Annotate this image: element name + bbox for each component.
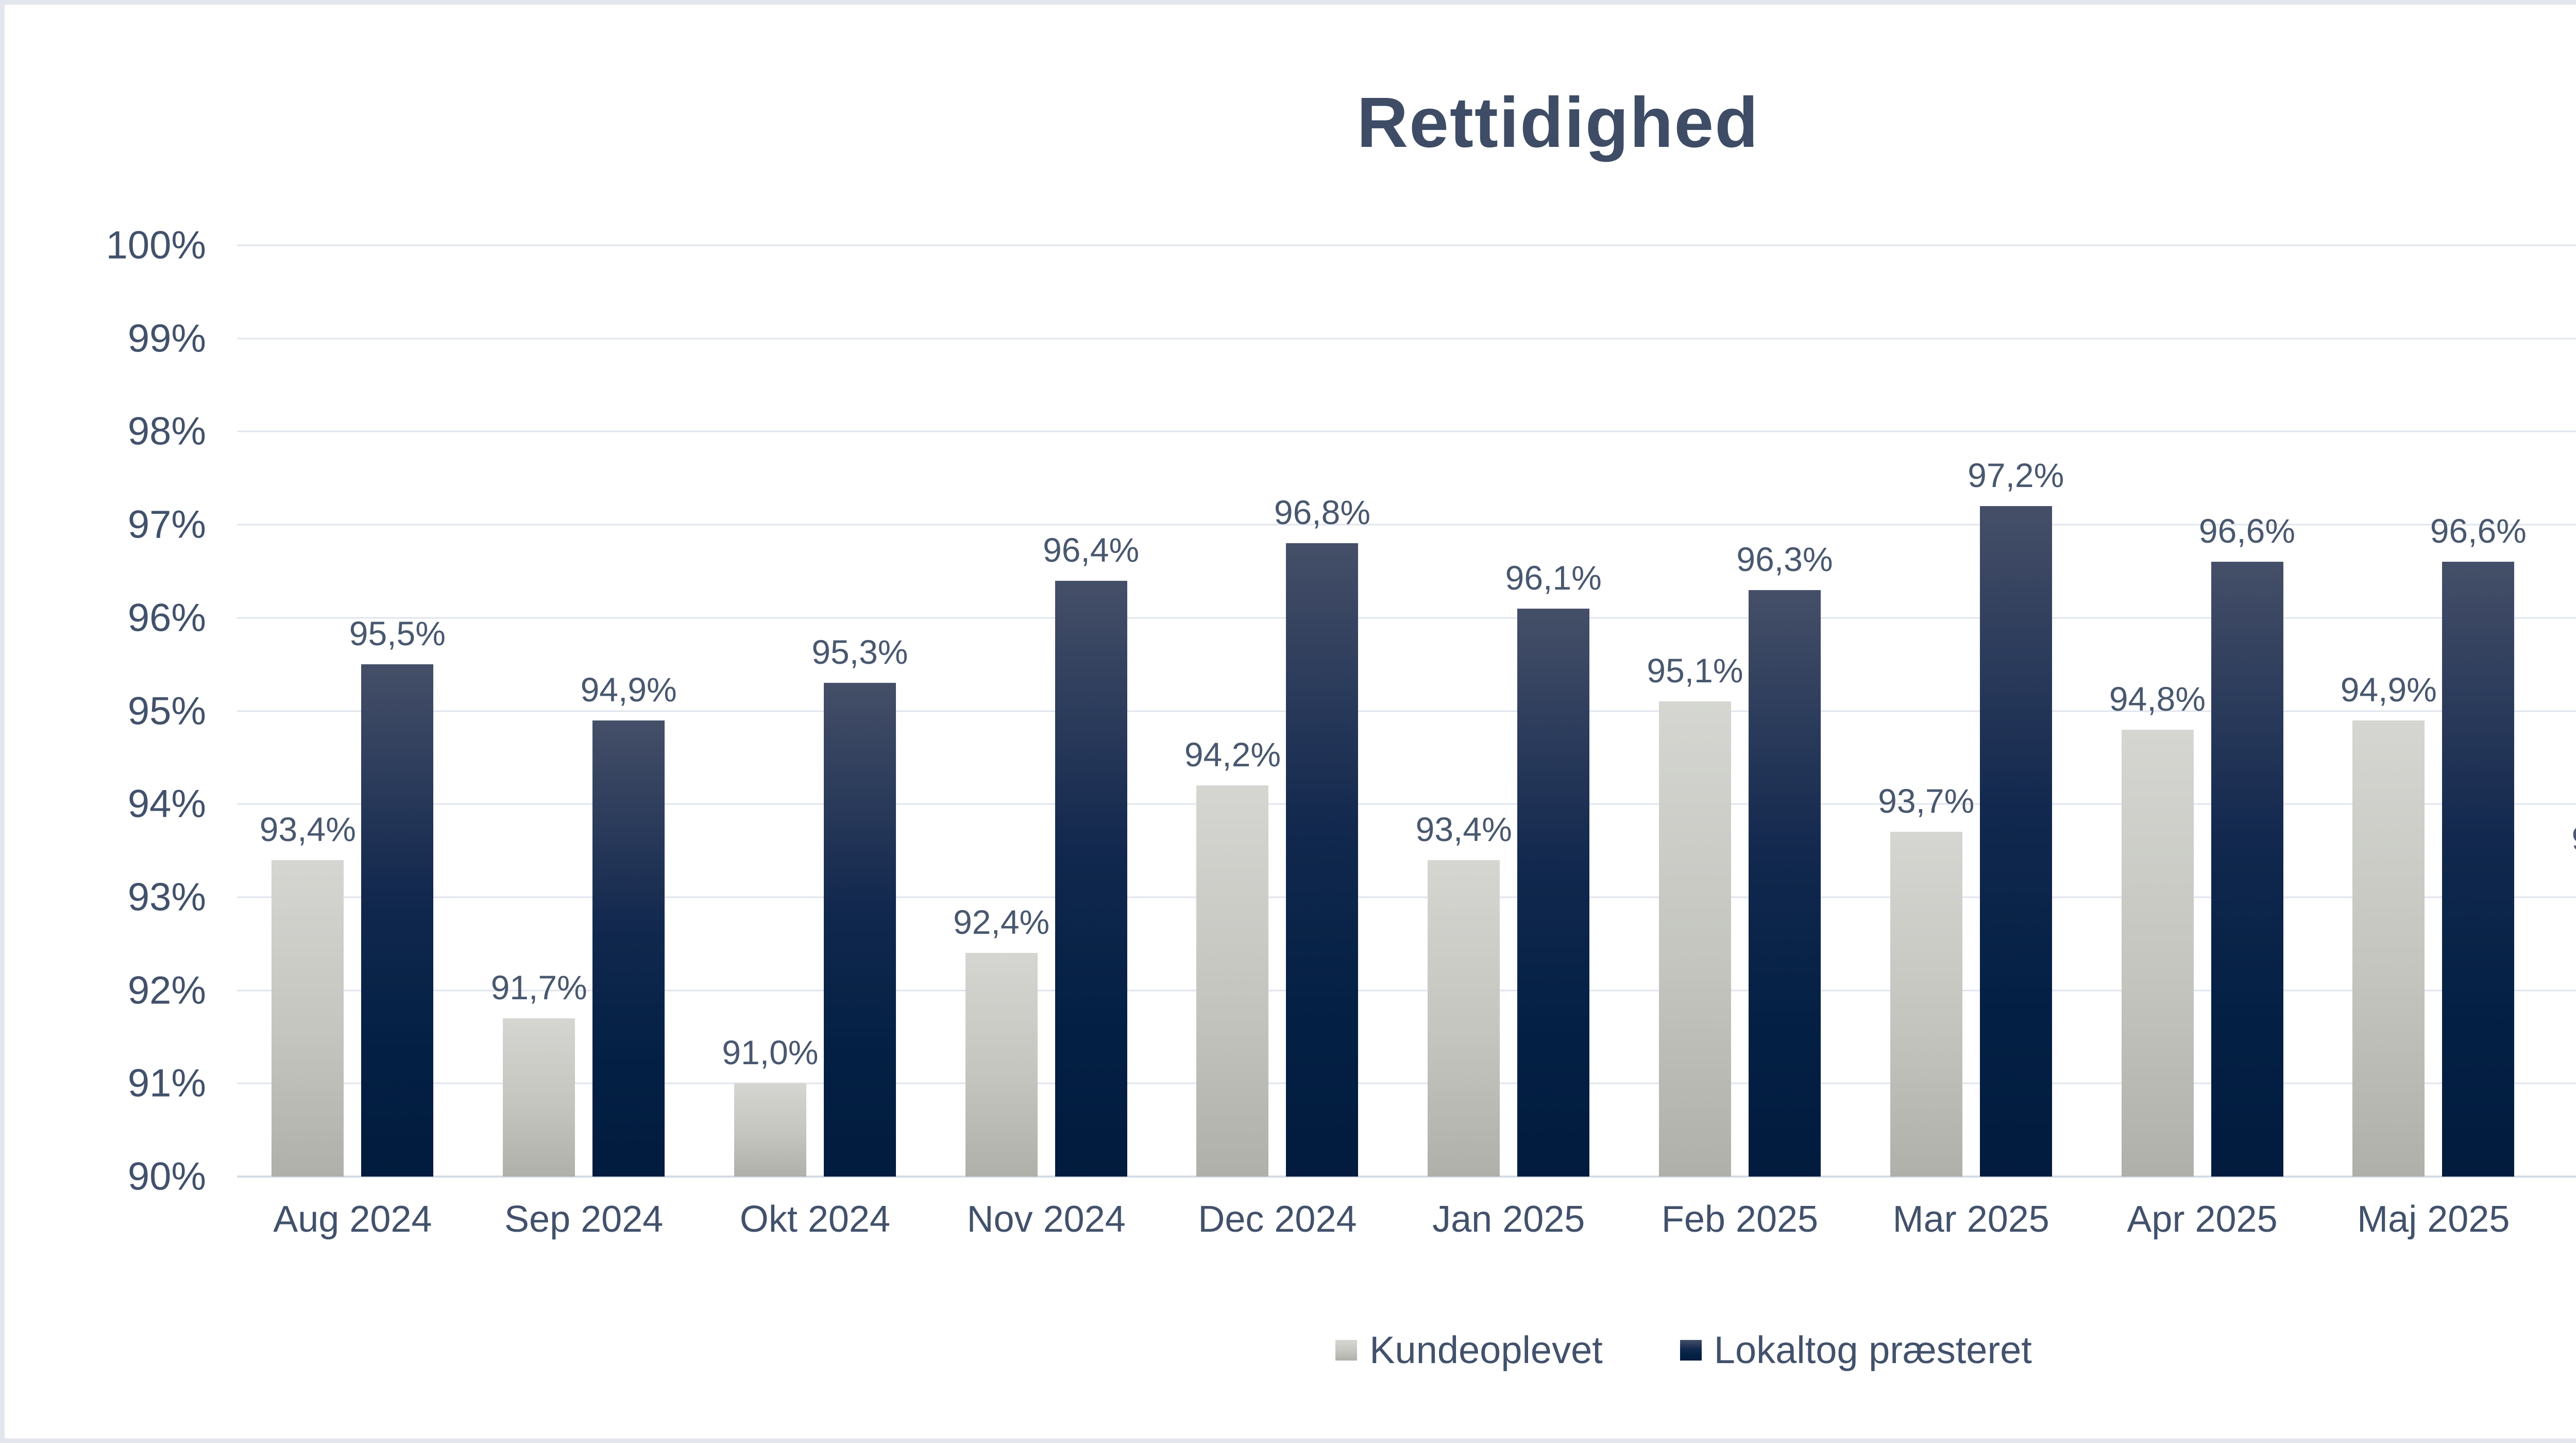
legend-swatch-kundeoplevet (1335, 1339, 1358, 1361)
bar-value-label: 96,4% (1043, 530, 1140, 569)
bar-lokaltog-praesteret: 96,8% (1274, 493, 1370, 1177)
bar-group: 94,8% 96,6% (2087, 245, 2318, 1177)
gridline (237, 430, 2576, 432)
bar-value-label: 94,9% (2340, 670, 2437, 709)
y-tick-label: 98% (127, 409, 206, 454)
chart-title: Rettidighed (1357, 83, 1759, 162)
y-tick-label: 91% (127, 1061, 206, 1105)
x-axis-label: Jun 2025 (2549, 1198, 2576, 1240)
bar-value-label: 92,4% (953, 903, 1050, 942)
bar-value-label: 95,3% (811, 633, 908, 672)
x-axis: Aug 2024 Sep 2024 Okt 2024 Nov 2024 Dec 2024… (237, 1198, 2576, 1240)
bar-group: 94,2% 96,8% (1162, 245, 1393, 1177)
bar-kundeoplevet: 91,7% (491, 968, 587, 1177)
bar-value-label: 96,3% (1736, 540, 1833, 578)
gridline (237, 989, 2576, 992)
bar-groups: 93,4% 95,5% 91,7% 94,9% 91,0% 95,3% 92,4% 96,4%… (237, 245, 2576, 1177)
bar-kundeoplevet: 94,2% (1184, 735, 1281, 1177)
bar-value-label: 93,4% (259, 810, 356, 848)
bar-value-label: 97,2% (1968, 456, 2064, 494)
bar-value-label: 96,6% (2430, 512, 2527, 550)
legend-item-lokaltog-praesteret: Lokaltog præsteret (1680, 1328, 2032, 1372)
y-tick-label: 92% (127, 968, 206, 1013)
x-axis-label: Maj 2025 (2357, 1199, 2510, 1240)
bar-kundeoplevet: 93,7% (1878, 782, 1974, 1177)
bar-group: 93,4% 95,5% (237, 245, 468, 1177)
gridline (237, 617, 2576, 619)
bar-kundeoplevet: 94,9% (2341, 670, 2437, 1177)
y-tick-label: 100% (106, 223, 206, 267)
bar-kundeoplevet: 91,0% (722, 1033, 818, 1177)
bar-kundeoplevet: 95,1% (1647, 651, 1743, 1177)
legend-swatch-lokaltog-praesteret (1680, 1339, 1702, 1361)
bar-value-label: 93,4% (1415, 810, 1512, 848)
y-tick-label: 96% (127, 596, 206, 640)
y-tick-label: 93% (127, 875, 206, 919)
x-axis-label: Feb 2025 (1661, 1199, 1819, 1240)
bar-value-label: 91,0% (722, 1033, 819, 1072)
bar-lokaltog-praesteret: 96,4% (1043, 531, 1139, 1177)
bar-value-label: 94,8% (2109, 679, 2206, 718)
x-axis-label: Aug 2024 (273, 1199, 432, 1240)
bar-value-label: 96,1% (1505, 558, 1602, 597)
x-axis-label: Mar 2025 (1892, 1199, 2049, 1240)
x-axis-line (237, 1176, 2576, 1178)
legend: Kundeoplevet Lokaltog præsteret (5, 1328, 2576, 1372)
x-axis-label: Okt 2024 (739, 1199, 890, 1240)
y-tick-label: 99% (127, 316, 206, 361)
bar-group: 92,4% 96,4% (930, 245, 1162, 1177)
bar-kundeoplevet: 92,4% (953, 903, 1049, 1177)
bar-lokaltog-praesteret: 96,1% (1505, 559, 1602, 1177)
gridline (237, 338, 2576, 340)
bar-lokaltog-praesteret: 95,5% (349, 614, 446, 1177)
bar-lokaltog-praesteret: 97,2% (1968, 456, 2064, 1177)
bar-value-label: 93,3% (2571, 819, 2576, 858)
gridline (237, 803, 2576, 805)
bar-value-label: 95,1% (1647, 651, 1743, 690)
bar-value-label: 94,2% (1184, 735, 1281, 774)
legend-label: Lokaltog præsteret (1714, 1329, 2032, 1371)
x-axis-label: Nov 2024 (967, 1199, 1126, 1240)
legend-item-kundeoplevet: Kundeoplevet (1335, 1328, 1603, 1372)
plot-area: 93,4% 95,5% 91,7% 94,9% 91,0% 95,3% 92,4% 96,4%… (237, 244, 2576, 1178)
bar-kundeoplevet: 93,4% (1416, 810, 1512, 1177)
legend-label: Kundeoplevet (1369, 1329, 1603, 1371)
bar-lokaltog-praesteret: 96,6% (2199, 512, 2295, 1177)
gridline (237, 244, 2576, 246)
bar-group: 93,4% 96,1% (1393, 245, 1624, 1177)
x-axis-label: Dec 2024 (1198, 1199, 1357, 1240)
bar-group: 91,7% 94,9% (468, 245, 700, 1177)
bar-kundeoplevet: 94,8% (2109, 680, 2206, 1177)
bar-value-label: 94,9% (580, 670, 677, 709)
bar-value-label: 96,8% (1274, 493, 1371, 532)
gridline (237, 524, 2576, 526)
bar-lokaltog-praesteret: 96,3% (1736, 540, 1833, 1177)
gridlines (237, 244, 2576, 1178)
x-axis-label: Sep 2024 (504, 1199, 664, 1240)
gridline (237, 1082, 2576, 1084)
bar-value-label: 96,6% (2198, 512, 2296, 550)
bar-group: 95,1% 96,3% (1624, 245, 1856, 1177)
x-axis-label: Jan 2025 (1432, 1199, 1585, 1240)
gridline (237, 896, 2576, 898)
gridline (237, 710, 2576, 712)
bar-value-label: 95,5% (349, 614, 446, 653)
bar-value-label: 93,7% (1878, 782, 1975, 820)
y-tick-label: 97% (127, 502, 206, 547)
bar-lokaltog-praesteret: 95,3% (811, 633, 908, 1177)
bar-group: 93,3%95,3% (2549, 245, 2576, 1177)
y-tick-label: 90% (127, 1154, 206, 1199)
bar-lokaltog-praesteret: 94,9% (581, 670, 677, 1177)
bar-kundeoplevet: 93,4% (260, 810, 356, 1177)
y-tick-label: 94% (127, 782, 206, 826)
x-axis-label: Apr 2025 (2127, 1199, 2278, 1240)
bar-group: 91,0% 95,3% (700, 245, 931, 1177)
bar-group: 94,9% 96,6% (2318, 245, 2549, 1177)
bar-group: 93,7% 97,2% (1855, 245, 2087, 1177)
y-axis: 100% 99% 98% 97% 96% 95% 94% 93% 92% 91% 90% (5, 224, 206, 1199)
bar-value-label: 91,7% (490, 968, 587, 1006)
y-tick-label: 95% (127, 689, 206, 733)
bar-lokaltog-praesteret: 96,6% (2430, 512, 2527, 1177)
